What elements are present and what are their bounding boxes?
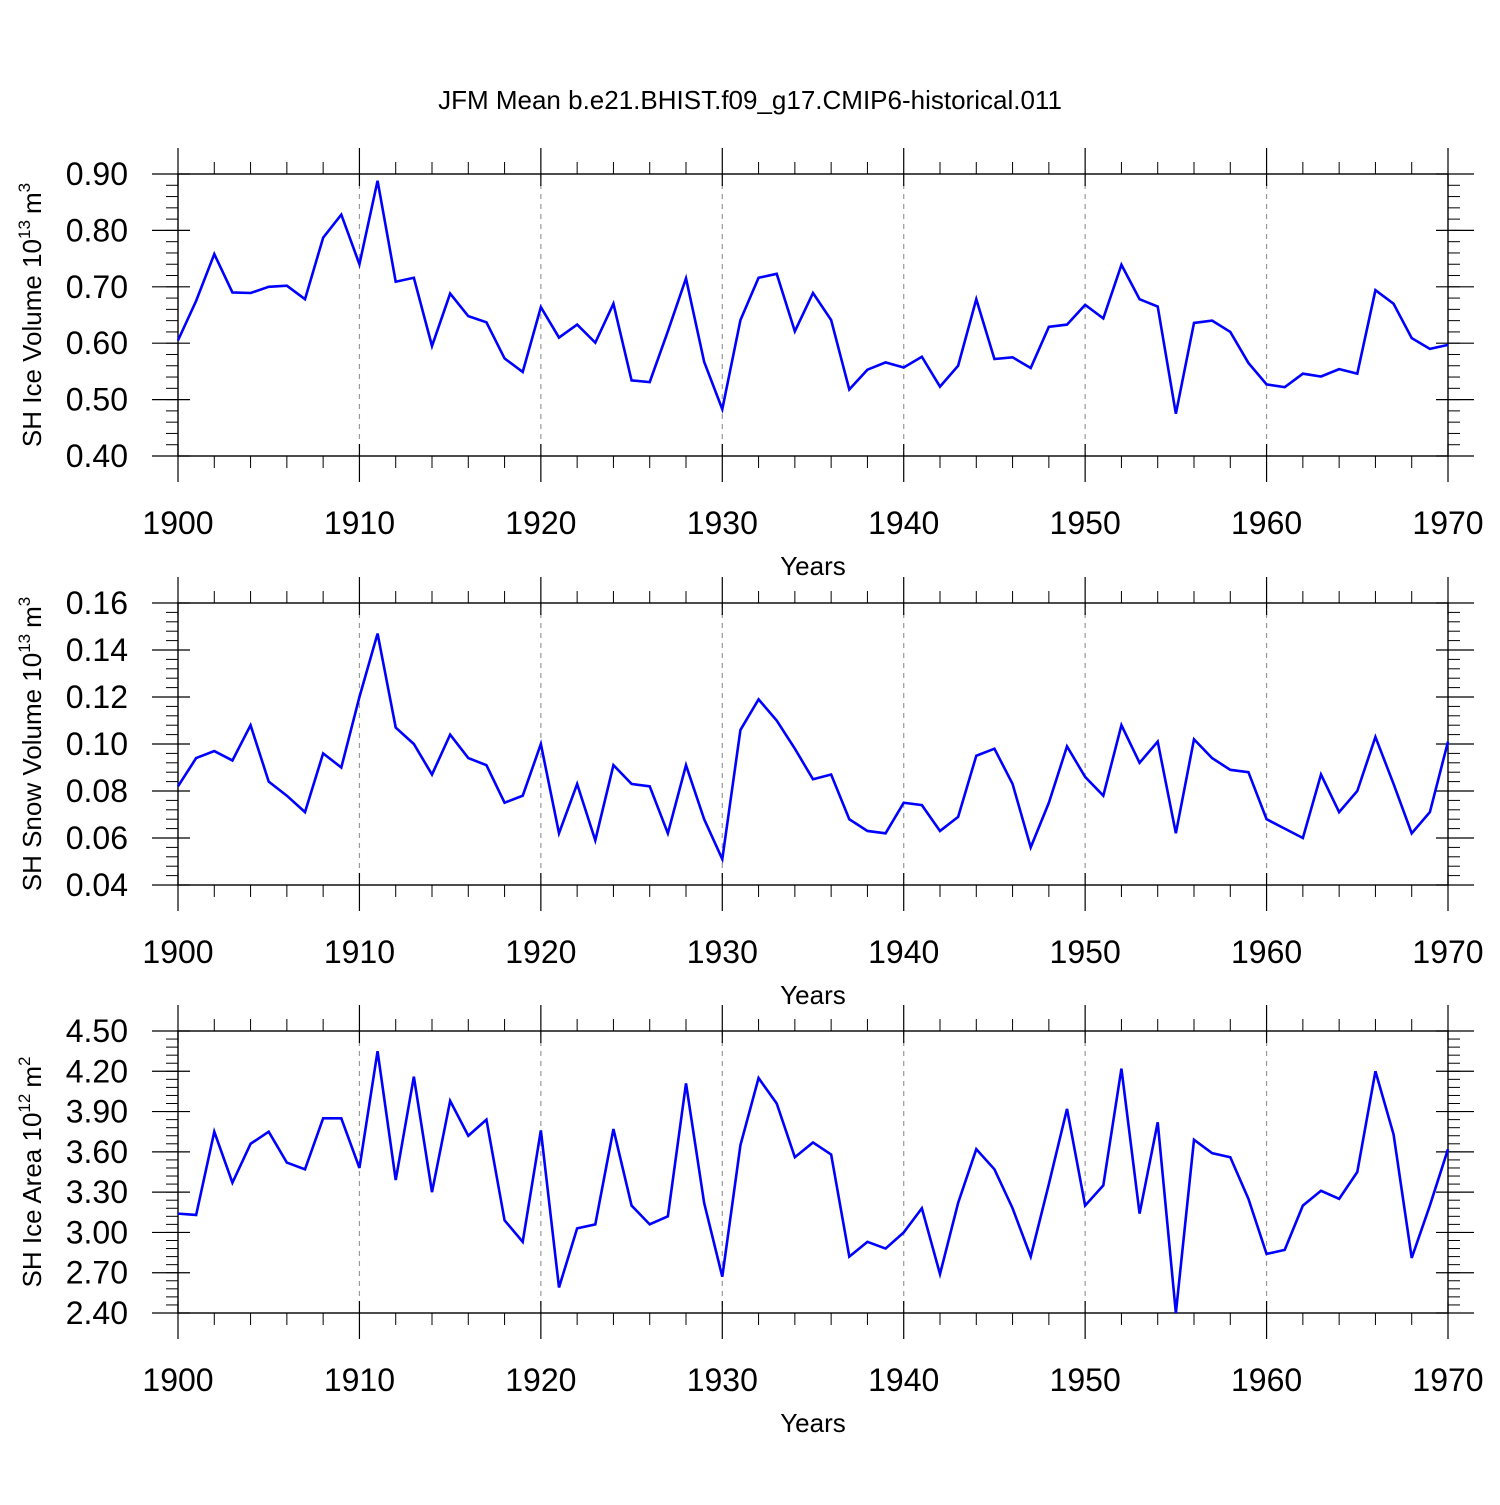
axes: 0.04 0.06 0.08 0.10 0.12 0.14 0.16 1900 1910 1920… <box>66 577 1484 970</box>
y-tick-label: 0.50 <box>66 382 128 418</box>
axes: 2.40 2.70 3.00 3.30 3.60 3.90 4.20 4.50 1900 1910… <box>66 1005 1484 1398</box>
y-axis-label-unit: m <box>17 192 47 214</box>
y-axis-label-exponent: 13 <box>15 220 34 239</box>
y-tick-label: 4.50 <box>66 1013 128 1049</box>
series-line <box>176 180 1449 414</box>
y-tick-label: 0.60 <box>66 325 128 361</box>
y-tick-label: 0.16 <box>66 585 128 621</box>
plot-frame <box>177 173 1449 457</box>
y-tick-label: 2.70 <box>66 1255 128 1291</box>
y-tick-label: 0.12 <box>66 679 128 715</box>
y-axis-label: SH Ice Volume 1013 m3 <box>15 183 47 447</box>
x-tick-label: 1970 <box>1412 505 1483 541</box>
y-tick-label: 3.90 <box>66 1094 128 1130</box>
y-axis-label-unit-exponent: 2 <box>15 1057 34 1066</box>
x-tick-label: 1960 <box>1231 505 1302 541</box>
x-tick-label: 1910 <box>324 1362 395 1398</box>
x-tick-label: 1940 <box>868 505 939 541</box>
y-axis-label: SH Snow Volume 1013 m3 <box>15 597 47 892</box>
x-tick-label: 1930 <box>687 934 758 970</box>
y-tick-label: 0.04 <box>66 867 128 903</box>
axes: 0.40 0.50 0.60 0.70 0.80 0.90 1900 1910 1920 1930… <box>66 148 1484 541</box>
y-tick-label: 3.30 <box>66 1174 128 1210</box>
y-tick-label: 0.80 <box>66 212 128 248</box>
panel-snow-volume: 0.04 0.06 0.08 0.10 0.12 0.14 0.16 1900 1910 1920… <box>15 577 1484 1010</box>
y-tick-label: 0.40 <box>66 438 128 474</box>
y-axis-label-unit: m <box>17 606 47 628</box>
panel-ice-volume: 0.40 0.50 0.60 0.70 0.80 0.90 1900 1910 1920 1930… <box>15 148 1484 581</box>
y-axis-label-unit: m <box>17 1066 47 1088</box>
x-tick-label: 1920 <box>505 934 576 970</box>
plot-frame <box>177 1030 1449 1314</box>
y-tick-label: 0.10 <box>66 726 128 762</box>
y-tick-label: 0.06 <box>66 820 128 856</box>
x-tick-label: 1920 <box>505 505 576 541</box>
panel-ice-area: 2.40 2.70 3.00 3.30 3.60 3.90 4.20 4.50 1900 1910… <box>15 1005 1484 1438</box>
x-tick-label: 1900 <box>142 1362 213 1398</box>
y-tick-label: 4.20 <box>66 1053 128 1089</box>
x-tick-label: 1910 <box>324 934 395 970</box>
y-axis-label-exponent: 12 <box>15 1094 34 1113</box>
x-tick-label: 1970 <box>1412 934 1483 970</box>
x-tick-label: 1900 <box>142 505 213 541</box>
x-tick-label: 1940 <box>868 934 939 970</box>
y-tick-label: 2.40 <box>66 1295 128 1331</box>
x-tick-label: 1960 <box>1231 1362 1302 1398</box>
x-axis-label: Years <box>780 551 846 581</box>
y-tick-label: 3.00 <box>66 1214 128 1250</box>
y-tick-label: 0.70 <box>66 269 128 305</box>
y-axis-label-text: SH Ice Area 10 <box>17 1113 47 1288</box>
y-axis-label-exponent: 13 <box>15 634 34 653</box>
x-tick-label: 1930 <box>687 505 758 541</box>
y-axis-label-unit-exponent: 3 <box>15 183 34 192</box>
x-tick-label: 1950 <box>1050 1362 1121 1398</box>
y-axis-label-text: SH Snow Volume 10 <box>17 653 47 891</box>
x-tick-label: 1900 <box>142 934 213 970</box>
x-tick-label: 1950 <box>1050 934 1121 970</box>
x-tick-label: 1910 <box>324 505 395 541</box>
x-tick-label: 1930 <box>687 1362 758 1398</box>
x-tick-label: 1960 <box>1231 934 1302 970</box>
y-tick-label: 0.90 <box>66 156 128 192</box>
series-line <box>176 633 1450 864</box>
figure-title: JFM Mean b.e21.BHIST.f09_g17.CMIP6-histo… <box>438 85 1062 115</box>
x-tick-label: 1940 <box>868 1362 939 1398</box>
x-tick-label: 1950 <box>1050 505 1121 541</box>
x-axis-label: Years <box>780 1408 846 1438</box>
y-tick-label: 0.14 <box>66 632 128 668</box>
y-axis-label-unit-exponent: 3 <box>15 597 34 606</box>
y-tick-label: 0.08 <box>66 773 128 809</box>
x-tick-label: 1970 <box>1412 1362 1483 1398</box>
x-tick-label: 1920 <box>505 1362 576 1398</box>
x-axis-label: Years <box>780 980 846 1010</box>
y-axis-label: SH Ice Area 1012 m2 <box>15 1057 47 1288</box>
y-axis-label-text: SH Ice Volume 10 <box>17 239 47 447</box>
y-tick-label: 3.60 <box>66 1134 128 1170</box>
series-line <box>177 1050 1450 1314</box>
